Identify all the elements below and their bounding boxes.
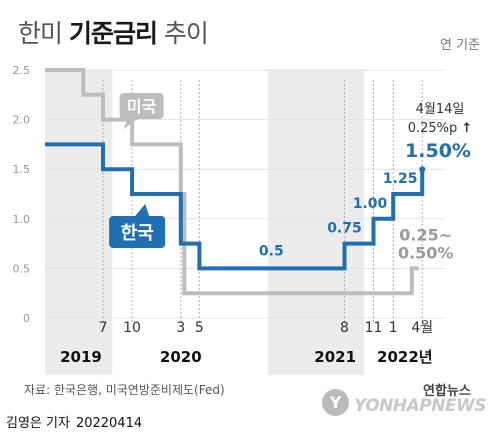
source-note: 자료: 한국은행, 미국연방준비제도(Fed): [24, 383, 225, 397]
y-tick-label: 2.0: [13, 114, 31, 127]
y-tick-label: 2.5: [13, 64, 31, 77]
value-label: 1.00: [353, 196, 388, 212]
tag-us-pointer: [123, 119, 138, 129]
tag-korea-pointer: [135, 204, 150, 216]
x-tick-label: 1: [389, 320, 398, 336]
arrow-up-icon: ↑: [461, 121, 472, 136]
tag-korea-box: [109, 216, 166, 248]
x-tick-label: 7: [99, 320, 108, 336]
year-band-2: [267, 70, 365, 375]
x-tick-label: 3: [176, 320, 185, 336]
value-label: 0.75: [327, 221, 362, 237]
y-tick-label: 0.5: [13, 262, 31, 275]
title-light: 한미: [18, 19, 69, 48]
value-label: 1.25: [383, 171, 418, 187]
annotation-change: 0.25%p ↑: [408, 121, 473, 136]
value-label: 0.25~: [399, 226, 452, 245]
x-tick-label: 4월: [411, 320, 433, 336]
y-tick-label: 1.5: [13, 163, 31, 176]
title-light-2: 추이: [156, 19, 209, 48]
logo-korean-text: 연합뉴스: [423, 384, 471, 399]
year-label: 2019: [60, 348, 102, 366]
reporter-date: 20220414: [75, 416, 143, 431]
tag-us-label: 미국: [127, 97, 157, 116]
series-line-korea: [45, 142, 425, 271]
annotation-value: 1.50%: [405, 140, 471, 162]
reporter-name: 김영은 기자: [6, 416, 70, 431]
y-tick-label: 0: [23, 312, 30, 325]
yonhap-logo-icon: Y: [322, 389, 349, 416]
x-tick-label: 5: [195, 320, 204, 336]
value-label: 0.5: [259, 244, 284, 260]
latest-rate-dot: [419, 166, 426, 173]
tag-korea-label: 한국: [121, 223, 154, 244]
yonhap-logo: Y 연합뉴스 YONHAPNEWS: [322, 376, 494, 422]
unit-label: 연 기준: [439, 38, 480, 53]
y-tick-label: 1.0: [13, 213, 31, 226]
year-label: 2022년: [377, 348, 433, 366]
series-line-us: [45, 68, 419, 296]
chart-title: 한미 기준금리 추이: [18, 14, 209, 50]
year-label: 2020: [160, 348, 202, 366]
tag-us-box: [119, 93, 164, 119]
year-label: 2021: [314, 348, 356, 366]
annotation-date: 4월14일: [416, 102, 465, 117]
value-label: 0.50%: [398, 243, 454, 262]
reporter-credit: 김영은 기자 20220414: [6, 412, 148, 431]
x-tick-label: 10: [123, 320, 141, 336]
logo-english-text: YONHAPNEWS: [354, 396, 487, 416]
title-bold: 기준금리: [68, 19, 158, 48]
x-tick-label: 8: [340, 320, 349, 336]
x-tick-label: 11: [365, 320, 383, 336]
